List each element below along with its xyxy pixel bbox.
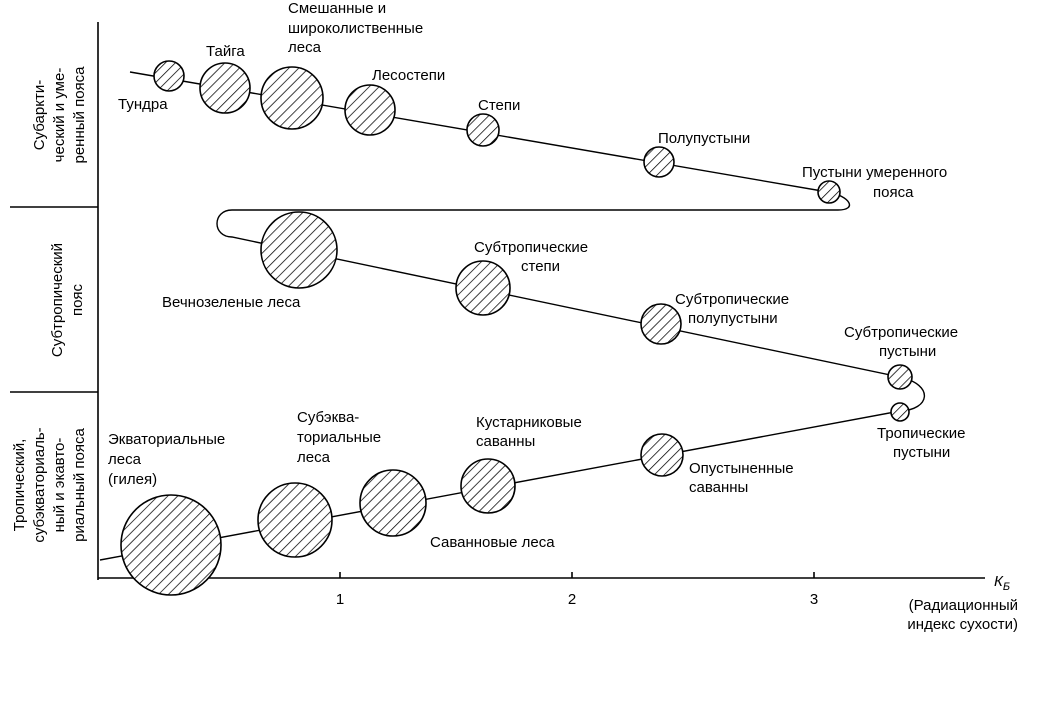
zone-label-tropical-desert-line-1: Тропические <box>877 425 965 442</box>
band-label-subtropical-line-2: пояс <box>69 283 86 316</box>
zone-bubble-equatorial-forests <box>120 494 222 596</box>
zone-label-subtropical-desert-line-1: Субтропические <box>844 324 958 341</box>
zone-label-forest-steppe: Лесостепи <box>372 67 445 84</box>
zone-bubble-desertified-savanna <box>640 433 684 477</box>
zone-bubble-shrub-savanna <box>460 458 516 514</box>
band-label-subtropical-line-1: Субтропический <box>49 243 66 357</box>
zone-connection-path <box>99 71 926 561</box>
zone-label-subequatorial-forests-line-2: ториальные <box>297 429 381 446</box>
zone-labels: Тундра Тайга Смешанные и широколиственны… <box>108 0 965 551</box>
zone-label-equatorial-forests-line-2: леса <box>108 451 142 468</box>
zone-label-subtropical-steppe-line-2: степи <box>521 258 560 275</box>
zone-bubble-tropical-desert <box>890 402 910 422</box>
zone-label-subtropical-steppe-line-1: Субтропические <box>474 239 588 256</box>
band-label-tropical-line-1: Тропический, <box>11 439 28 532</box>
zone-label-savanna-forests: Саванновые леса <box>430 534 555 551</box>
zone-label-subequatorial-forests-line-3: леса <box>297 449 331 466</box>
zone-label-desertified-savanna-line-2: саванны <box>689 479 748 496</box>
zone-label-mixed-forests-line-1: Смешанные и <box>288 0 386 17</box>
zone-bubble-temperate-desert <box>817 180 841 204</box>
zone-label-shrub-savanna-line-2: саванны <box>476 433 535 450</box>
x-axis-label-sub: Б <box>1003 581 1010 593</box>
zone-label-evergreen-forests: Вечнозеленые леса <box>162 294 301 311</box>
zone-label-subequatorial-forests-line-1: Субэква- <box>297 409 359 426</box>
zone-bubble-mixed-forests <box>260 66 324 130</box>
zone-bubble-savanna-forests <box>359 469 427 537</box>
zone-label-subtropical-desert-line-2: пустыни <box>879 343 936 360</box>
band-label-subarctic-line-2: ческий и уме- <box>51 68 68 163</box>
x-tick-label-1: 1 <box>336 591 344 608</box>
zone-label-desertified-savanna-line-1: Опустыненные <box>689 460 794 477</box>
zone-label-mixed-forests-line-3: леса <box>288 39 322 56</box>
zone-bubble-subtropical-desert <box>887 364 913 390</box>
zone-label-subtropical-semi-desert-line-1: Субтропические <box>675 291 789 308</box>
zone-bubble-subtropical-semi-desert <box>640 303 682 345</box>
zone-bubble-subequatorial-forests <box>257 482 333 558</box>
zone-label-shrub-savanna-line-1: Кустарниковые <box>476 414 582 431</box>
zone-label-taiga: Тайга <box>206 43 245 60</box>
x-tick-label-2: 2 <box>568 591 576 608</box>
zone-label-tundra: Тундра <box>118 96 168 113</box>
zone-bubble-taiga <box>199 62 251 114</box>
zone-label-mixed-forests-line-2: широколиственные <box>288 20 423 37</box>
zone-label-tropical-desert-line-2: пустыни <box>893 444 950 461</box>
zone-label-temperate-desert-line-2: пояса <box>873 184 914 201</box>
zone-bubble-forest-steppe <box>344 84 396 136</box>
x-axis-label: КБ <box>994 573 1010 593</box>
band-label-tropical-line-2: субэкваториаль- <box>31 427 48 542</box>
zone-bubble-subtropical-steppe <box>455 260 511 316</box>
band-label-tropical-line-3: ный и экавто- <box>51 438 68 533</box>
zone-label-semi-desert: Полупустыни <box>658 130 750 147</box>
zone-bubble-semi-desert <box>643 146 675 178</box>
x-axis-caption-line-1: (Радиационный <box>909 597 1018 614</box>
x-axis-caption-line-2: индекс сухости) <box>907 616 1018 633</box>
zone-label-steppe: Степи <box>478 97 520 114</box>
zone-label-subtropical-semi-desert-line-2: полупустыни <box>688 310 778 327</box>
zone-label-temperate-desert-line-1: Пустыни умеренного <box>802 164 947 181</box>
zone-label-equatorial-forests-line-3: (гилея) <box>108 471 157 488</box>
zone-bubble-tundra <box>153 60 185 92</box>
zone-bubbles <box>120 60 913 596</box>
x-axis-label-main: К <box>994 573 1004 590</box>
zone-bubble-evergreen-forests <box>260 211 338 289</box>
zone-label-equatorial-forests-line-1: Экваториальные <box>108 431 225 448</box>
band-label-subarctic-line-3: ренный пояса <box>71 66 88 164</box>
band-label-subarctic-line-1: Субаркти- <box>31 80 48 150</box>
band-label-tropical-line-4: риальный пояса <box>71 428 88 542</box>
x-tick-label-3: 3 <box>810 591 818 608</box>
zone-bubble-steppe <box>466 113 500 147</box>
